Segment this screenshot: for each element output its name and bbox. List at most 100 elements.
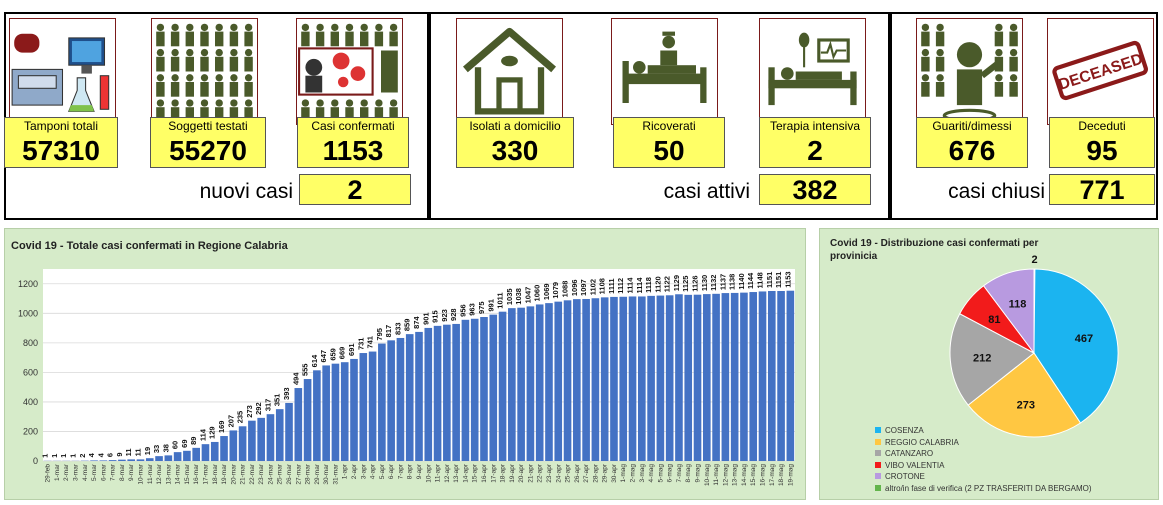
bar: [201, 444, 210, 461]
data-label: 1: [68, 454, 77, 458]
bar: [508, 308, 516, 461]
x-tick-label: 7-apr: [397, 463, 404, 479]
x-tick-label: 24-mar: [267, 463, 274, 484]
data-label: 1060: [533, 285, 542, 302]
card-value-casi-confermati: 1153: [297, 134, 409, 168]
data-label: 19: [143, 447, 152, 455]
x-tick-label: 15-mar: [184, 463, 191, 484]
bar: [600, 297, 609, 461]
data-label: 859: [403, 319, 412, 332]
card-label-deceduti: Deceduti: [1049, 117, 1155, 135]
x-tick-label: 10-mar: [137, 463, 144, 484]
x-tick-label: 6-mar: [100, 463, 107, 481]
data-label: 1148: [756, 272, 765, 288]
x-tick-label: 14-mag: [741, 464, 748, 486]
bar: [480, 317, 488, 461]
pie-chart-title: Covid 19 - Distribuzione casi confermati…: [830, 238, 1039, 262]
card-value-terapia: 2: [759, 134, 871, 168]
x-tick-label: 17-mag: [769, 464, 776, 486]
x-tick-label: 6-mag: [667, 464, 674, 483]
x-tick-label: 7-mag: [676, 464, 683, 483]
data-label: 1140: [737, 273, 746, 289]
x-tick-label: 17-mar: [202, 463, 209, 484]
x-tick-label: 26-apr: [574, 463, 581, 483]
bar: [90, 460, 98, 461]
bar: [758, 291, 767, 461]
data-label: 235: [236, 411, 245, 424]
bar: [786, 290, 795, 461]
data-label: 393: [282, 387, 291, 400]
data-label: 129: [208, 426, 217, 439]
x-tick-label: 13-mag: [732, 464, 739, 486]
card-label-isolati: Isolati a domicilio: [456, 117, 574, 135]
bar: [535, 304, 544, 461]
legend-label: altro/in fase di verifica (2 PZ TRASFERI…: [885, 483, 1092, 493]
y-tick-label: 200: [23, 426, 38, 436]
data-label: 915: [431, 310, 440, 323]
data-label: 1137: [718, 274, 727, 290]
x-tick-label: 19-apr: [509, 463, 516, 483]
y-tick-label: 1000: [18, 308, 38, 318]
y-tick-label: 600: [23, 367, 38, 377]
bar: [99, 460, 108, 461]
data-label: 69: [180, 439, 189, 447]
x-tick-label: 3-mag: [639, 464, 646, 483]
card-label-terapia: Terapia intensiva: [759, 117, 871, 135]
data-label: 1151: [774, 272, 783, 288]
data-label: 833: [393, 322, 402, 335]
bar: [563, 300, 572, 461]
x-tick-label: 23-apr: [546, 463, 553, 483]
data-label: 1096: [570, 279, 579, 296]
data-label: 1108: [598, 278, 607, 294]
legend-label: COSENZA: [885, 426, 924, 435]
legend-label: VIBO VALENTIA: [885, 460, 945, 470]
y-tick-label: 0: [33, 456, 38, 466]
data-label: 923: [440, 309, 449, 322]
x-tick-label: 10-mag: [704, 464, 711, 486]
intensive-care-icon: [759, 18, 866, 125]
x-tick-label: 10-apr: [425, 463, 432, 483]
bar: [405, 334, 414, 461]
y-tick-label: 1200: [18, 279, 38, 289]
legend-swatch: [875, 438, 881, 445]
bar: [387, 340, 395, 461]
data-label: 33: [152, 445, 161, 453]
bar: [266, 414, 275, 461]
data-label: 89: [189, 437, 198, 445]
bar: [777, 291, 785, 461]
data-label: 647: [319, 350, 328, 363]
data-label: 1144: [746, 272, 755, 289]
x-tick-label: 27-mar: [295, 463, 302, 484]
x-tick-label: 12-apr: [444, 463, 451, 483]
x-tick-label: 23-mar: [258, 463, 265, 484]
data-label: 691: [347, 343, 356, 356]
x-tick-label: 13-apr: [453, 463, 460, 483]
virus-people-icon: [296, 18, 403, 125]
x-tick-label: 22-apr: [537, 463, 544, 483]
bar: [684, 294, 693, 461]
data-label: 494: [291, 372, 300, 385]
x-tick-label: 8-apr: [407, 463, 414, 479]
bar: [498, 311, 507, 461]
casi-chiusi-label: casi chiusi: [948, 180, 1045, 203]
legend-entry: REGGIO CALABRIA: [875, 438, 959, 448]
data-label: 1153: [783, 271, 792, 287]
bar: [220, 436, 228, 461]
bar: [573, 299, 581, 461]
data-label: 1130: [700, 275, 709, 291]
card-value-isolati: 330: [456, 134, 574, 168]
bar: [665, 295, 674, 461]
x-tick-label: 19-mar: [221, 463, 228, 484]
bar: [591, 298, 600, 461]
x-tick-label: 18-mag: [778, 464, 785, 486]
data-label: 1138: [728, 274, 737, 290]
bar: [619, 296, 628, 461]
pie-data-label: 2: [1031, 254, 1037, 266]
x-tick-label: 5-apr: [379, 463, 386, 479]
x-tick-label: 25-mar: [277, 463, 284, 484]
data-label: 1151: [765, 272, 774, 288]
data-label: 6: [106, 453, 115, 457]
x-tick-label: 28-mar: [305, 463, 312, 484]
data-label: 817: [384, 325, 393, 338]
x-tick-label: 16-mar: [193, 463, 200, 484]
